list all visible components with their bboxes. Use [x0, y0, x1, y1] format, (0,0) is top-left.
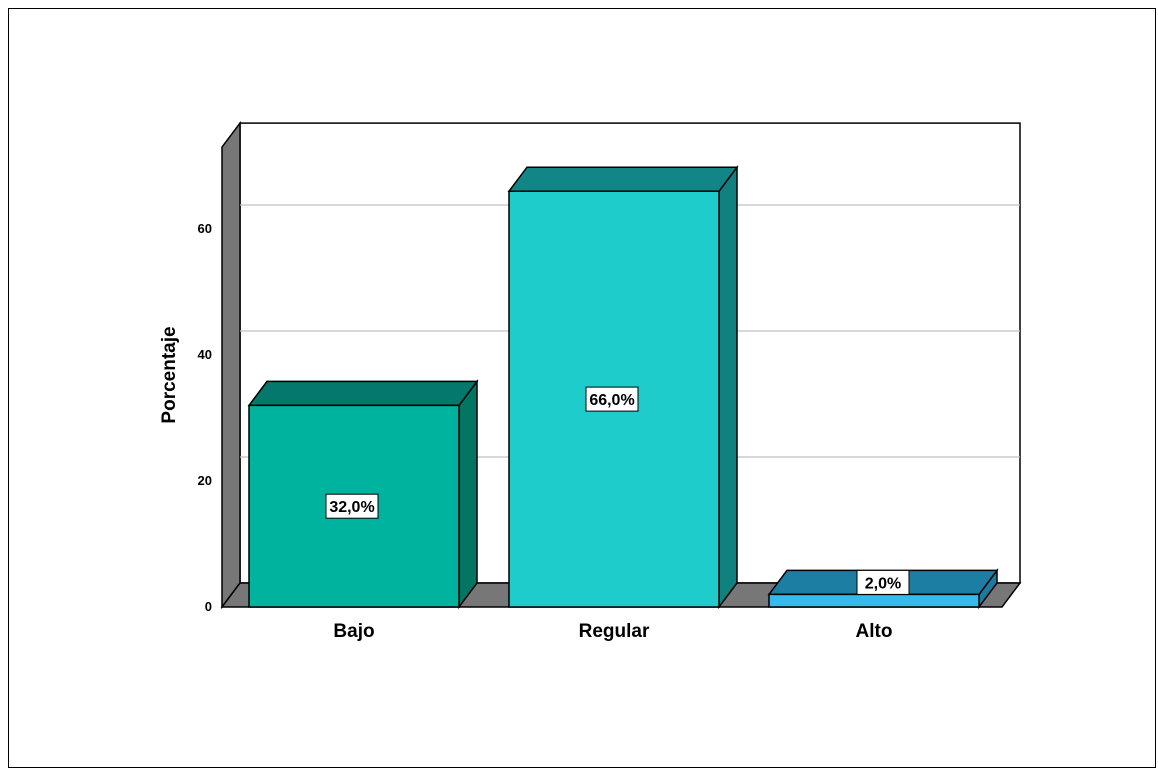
y-axis-ticks: 0 20 40 60 [198, 221, 212, 614]
side-wall [221, 120, 241, 610]
data-label-box [325, 493, 379, 519]
data-label: 32,0% [329, 499, 374, 516]
bar-top [507, 166, 739, 192]
y-axis-label: Porcentaje [159, 326, 180, 423]
bar-side [718, 164, 738, 610]
data-label-bajo: 32,0% [325, 493, 379, 519]
data-label-alto: 2,0% [856, 569, 910, 595]
data-label-regular: 66,0% [585, 386, 639, 412]
y-tick-label: 40 [198, 347, 212, 362]
bar-top [247, 380, 479, 407]
bars: 32,0% 66,0% 2,0% [247, 164, 999, 610]
x-tick-label: Regular [579, 621, 650, 642]
bar-bajo [247, 379, 479, 610]
data-label-box [585, 386, 639, 412]
bar-chart: 32,0% 66,0% 2,0% 0 20 40 60 Bajo Regular Alto P… [159, 120, 1022, 642]
bar-front [768, 593, 980, 608]
x-tick-label: Alto [856, 621, 893, 642]
x-axis-ticks: Bajo Regular Alto [333, 621, 892, 642]
data-label-box [856, 569, 910, 595]
y-tick-label: 20 [198, 473, 212, 488]
y-tick-label: 60 [198, 221, 212, 236]
bar-side [458, 379, 478, 610]
data-label: 66,0% [589, 392, 634, 409]
x-tick-label: Bajo [333, 621, 374, 642]
data-label: 2,0% [865, 575, 901, 592]
y-tick-label: 0 [205, 599, 212, 614]
